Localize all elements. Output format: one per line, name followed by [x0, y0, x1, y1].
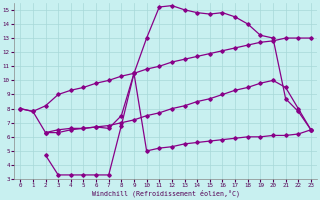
X-axis label: Windchill (Refroidissement éolien,°C): Windchill (Refroidissement éolien,°C) — [92, 190, 240, 197]
